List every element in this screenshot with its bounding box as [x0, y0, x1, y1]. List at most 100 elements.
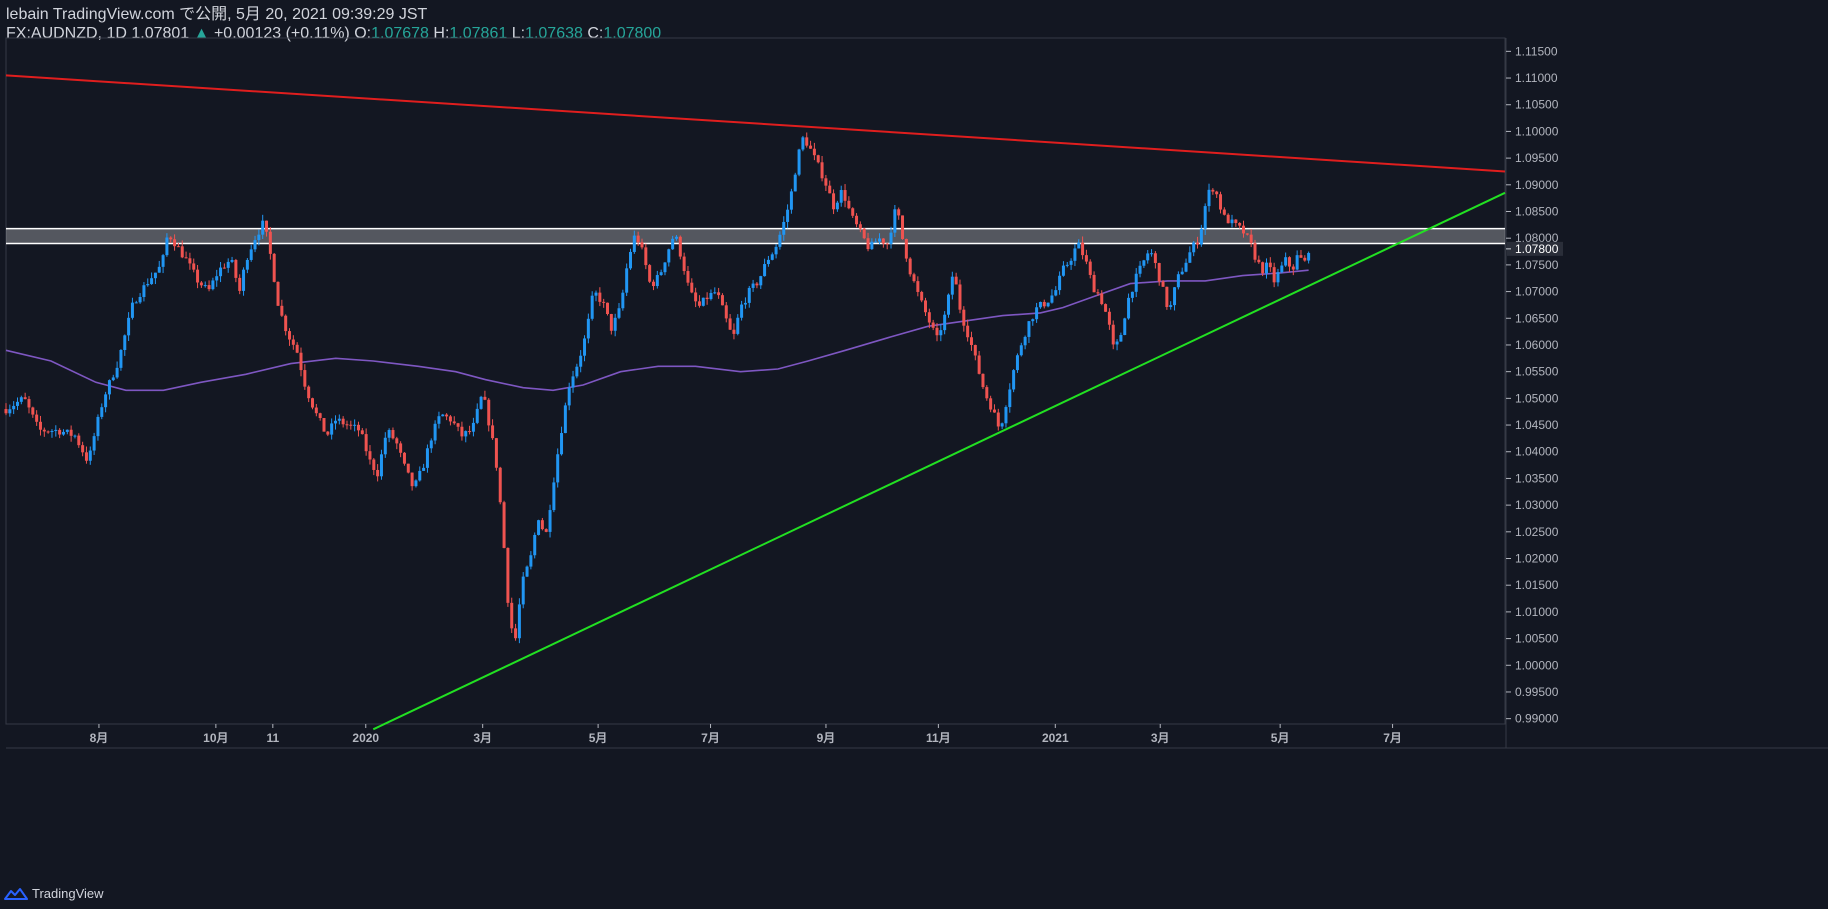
- candle-body: [1023, 336, 1027, 346]
- candle-body: [981, 373, 985, 388]
- candle-body: [1184, 262, 1188, 272]
- candle-body: [23, 397, 27, 400]
- candle-body: [855, 215, 859, 225]
- candle-body: [414, 480, 418, 487]
- candle-body: [295, 344, 299, 353]
- candle-body: [870, 241, 874, 250]
- candle-body: [962, 309, 966, 326]
- y-tick-label: 1.08000: [1515, 231, 1559, 245]
- candle-body: [889, 232, 893, 244]
- candle-body: [1015, 355, 1019, 371]
- candle-body: [153, 272, 157, 279]
- candle-body: [1115, 341, 1119, 345]
- candle-body: [514, 628, 518, 639]
- candle-body: [1008, 389, 1012, 408]
- candle-body: [1157, 263, 1161, 282]
- candle-body: [471, 422, 475, 432]
- candle-body: [820, 162, 824, 179]
- candle-body: [1130, 291, 1134, 298]
- candle-body: [632, 235, 636, 252]
- candle-body: [828, 185, 832, 194]
- candle-body: [226, 261, 230, 268]
- candle-body: [268, 231, 272, 254]
- x-tick-label: 10月: [203, 731, 228, 745]
- candle-body: [146, 284, 150, 286]
- candle-body: [617, 308, 621, 318]
- candle-body: [69, 429, 73, 436]
- candle-body: [1287, 257, 1291, 267]
- candle-body: [1222, 209, 1226, 215]
- candle-body: [594, 292, 598, 296]
- candle-body: [717, 292, 721, 296]
- candle-body: [1035, 307, 1039, 320]
- candle-body: [1161, 281, 1165, 287]
- candle-body: [1081, 242, 1085, 256]
- candle-body: [1188, 252, 1192, 263]
- candle-body: [176, 246, 180, 248]
- candle-body: [257, 234, 261, 241]
- candle-body: [107, 380, 111, 395]
- candle-body: [50, 430, 54, 432]
- candle-body: [1134, 273, 1138, 292]
- candle-body: [345, 424, 349, 426]
- candle-body: [65, 429, 69, 432]
- candle-body: [1245, 233, 1249, 235]
- price-axis[interactable]: 0.99000 0.99500 1.00000 1.00500 1.01000 1.015…: [1506, 44, 1563, 726]
- candle-body: [901, 215, 905, 239]
- candle-body: [1203, 206, 1207, 229]
- candle-body: [356, 424, 360, 431]
- candle-body: [544, 529, 548, 532]
- candle-body: [468, 431, 472, 433]
- candle-body: [479, 396, 483, 409]
- candle-body: [1169, 305, 1173, 307]
- resistance-trendline[interactable]: [5, 74, 1506, 173]
- candle-body: [801, 137, 805, 150]
- candle-body: [487, 399, 491, 426]
- x-tick-label: 3月: [473, 731, 492, 745]
- candle-body: [939, 330, 943, 336]
- candle-body: [613, 317, 617, 331]
- candles: [4, 132, 1311, 644]
- candle-body: [793, 174, 797, 192]
- candle-body: [648, 265, 652, 282]
- candle-body: [58, 429, 62, 435]
- candle-body: [751, 283, 755, 288]
- candle-body: [138, 296, 142, 303]
- candle-body: [659, 272, 663, 276]
- candle-body: [805, 137, 809, 146]
- trendlines[interactable]: [5, 74, 1506, 731]
- y-tick-label: 0.99000: [1515, 712, 1559, 726]
- candle-body: [353, 424, 357, 426]
- footer: TradingView: [4, 886, 104, 901]
- candle-body: [8, 409, 12, 414]
- candle-body: [1058, 275, 1062, 291]
- candle-body: [222, 267, 226, 269]
- candle-body: [406, 463, 410, 473]
- candle-body: [943, 314, 947, 331]
- candle-body: [847, 200, 851, 209]
- candle-body: [180, 246, 184, 258]
- candle-body: [303, 370, 307, 387]
- y-tick-label: 1.04500: [1515, 418, 1559, 432]
- candle-body: [1127, 297, 1131, 319]
- candle-body: [1219, 194, 1223, 210]
- candle-body: [1165, 286, 1169, 307]
- candle-body: [111, 377, 115, 381]
- candle-body: [1042, 301, 1046, 307]
- support-trendline[interactable]: [372, 191, 1506, 731]
- time-axis[interactable]: 8月 10月 11 2020 3月 5月 7月 9月 11月 2021 3月 5月 7月: [90, 724, 1402, 745]
- candle-body: [667, 249, 671, 263]
- candle-body: [475, 408, 479, 423]
- candle-body: [537, 520, 541, 535]
- candle-body: [38, 421, 42, 430]
- candle-body: [1215, 191, 1219, 195]
- candle-body: [165, 237, 169, 256]
- candle-body: [533, 534, 537, 556]
- candle-body: [552, 482, 556, 511]
- candle-body: [832, 193, 836, 210]
- candle-body: [314, 407, 318, 414]
- y-tick-label: 1.11500: [1515, 44, 1558, 58]
- resistance-zone[interactable]: [6, 227, 1505, 245]
- candle-body: [127, 317, 131, 336]
